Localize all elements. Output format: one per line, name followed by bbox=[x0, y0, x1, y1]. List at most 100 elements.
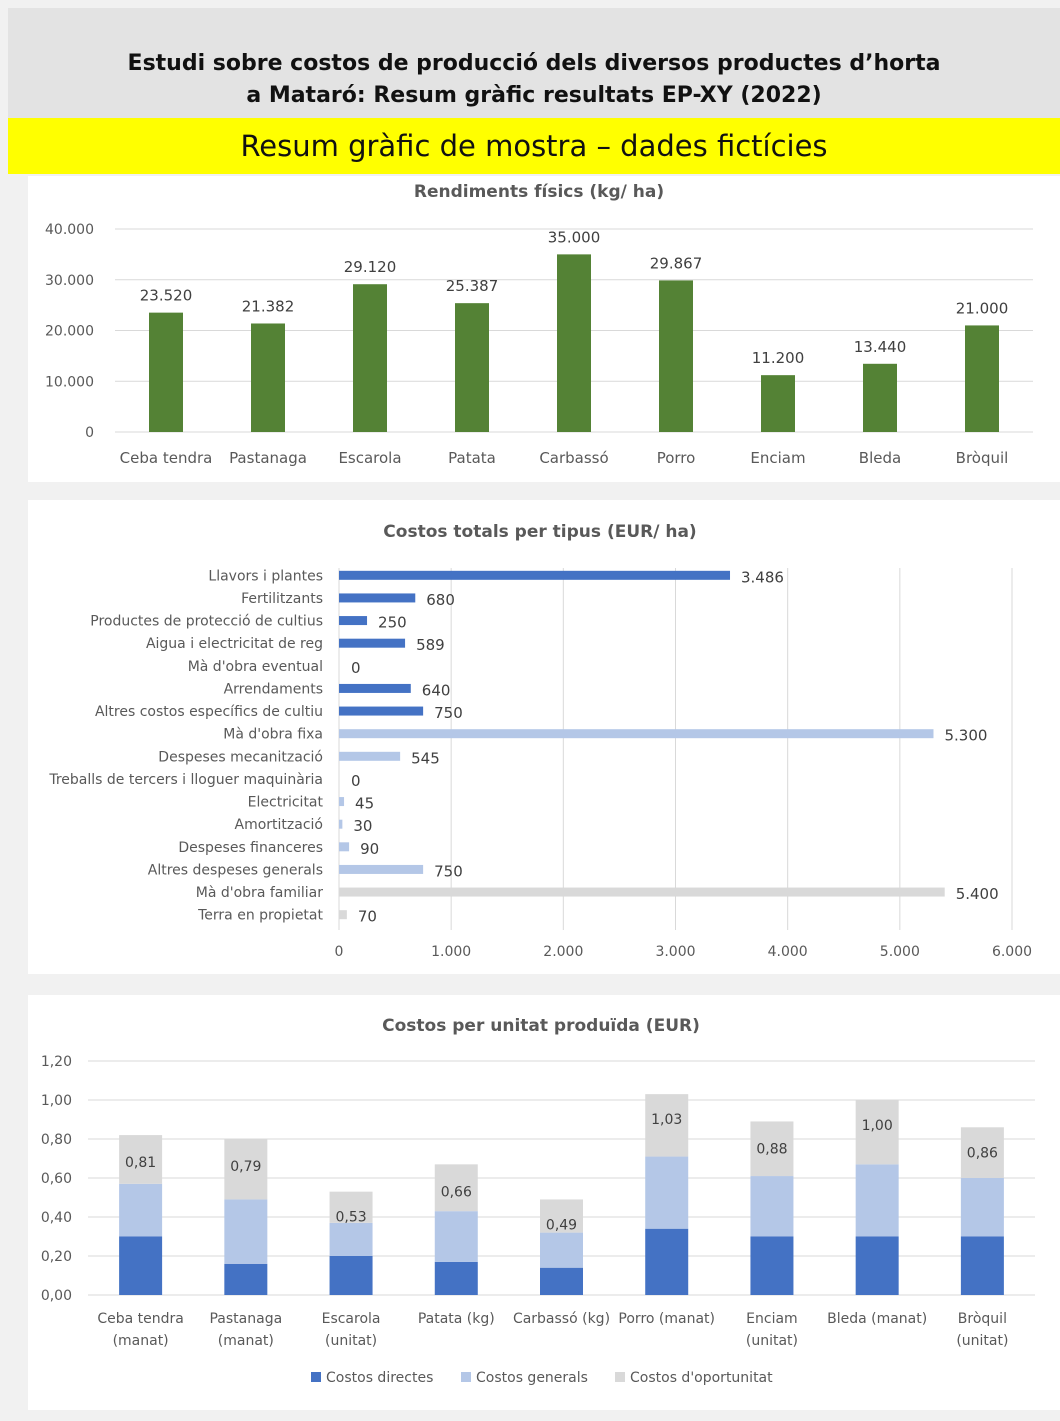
x-tick-label: Ceba tendra bbox=[97, 1311, 184, 1327]
data-label: 680 bbox=[426, 591, 455, 609]
bar bbox=[339, 819, 343, 829]
data-label: 29.120 bbox=[344, 258, 397, 276]
y-tick-label: Aigua i electricitat de reg bbox=[146, 636, 323, 652]
x-tick-label: Bleda bbox=[859, 449, 901, 467]
chart-title: Rendiments físics (kg/ ha) bbox=[414, 182, 664, 202]
y-tick-label: Despeses financeres bbox=[178, 840, 323, 856]
x-tick-label: 2.000 bbox=[543, 944, 583, 960]
x-tick-label: (unitat) bbox=[325, 1333, 377, 1349]
y-tick-label: Terra en propietat bbox=[197, 908, 323, 924]
x-tick-label: 5.000 bbox=[880, 944, 920, 960]
y-tick-label: 0,40 bbox=[41, 1210, 72, 1226]
x-tick-label: 1.000 bbox=[431, 944, 471, 960]
stack-segment bbox=[960, 1127, 1004, 1178]
x-tick-label: Bleda (manat) bbox=[827, 1311, 927, 1327]
y-tick-label: 20.000 bbox=[45, 324, 94, 340]
x-tick-label: 3.000 bbox=[655, 944, 695, 960]
data-label: 0 bbox=[351, 659, 361, 677]
data-label: 45 bbox=[355, 795, 374, 813]
data-label: 589 bbox=[416, 636, 445, 654]
bar bbox=[339, 887, 945, 897]
total-label: 0,49 bbox=[546, 1217, 577, 1233]
bar bbox=[761, 375, 795, 432]
report-title-line-1: Estudi sobre costos de producció dels di… bbox=[127, 51, 941, 76]
banner-text: Resum gràfic de mostra – dades fictícies bbox=[240, 129, 828, 163]
x-tick-label: Porro (manat) bbox=[618, 1311, 715, 1327]
y-tick-label: 40.000 bbox=[45, 222, 94, 238]
data-label: 13.440 bbox=[854, 338, 907, 356]
y-tick-label: Arrendaments bbox=[224, 681, 323, 697]
unit-costs-chart: Costos per unitat produïda (EUR) 0,00 0,20… bbox=[41, 1016, 1035, 1386]
data-label: 70 bbox=[358, 908, 377, 926]
y-tick-label: Altres costos específics de cultiu bbox=[95, 704, 323, 720]
y-tick-label: Llavors i plantes bbox=[208, 568, 323, 584]
stack-segment bbox=[960, 1178, 1004, 1237]
stack-segment bbox=[119, 1183, 163, 1237]
y-tick-label: Electricitat bbox=[248, 795, 324, 811]
report-title-line-2: a Mataró: Resum gràfic resultats EP-XY (… bbox=[246, 83, 822, 108]
y-tick-label: Treballs de tercers i lloguer maquinària bbox=[48, 772, 323, 788]
stack-segment bbox=[645, 1228, 689, 1295]
data-label: 640 bbox=[422, 681, 451, 699]
yield-chart: Rendiments físics (kg/ ha) 0 10.000 20.000 3… bbox=[45, 182, 1033, 467]
data-label: 750 bbox=[434, 862, 463, 880]
x-tick-label: Patata bbox=[448, 449, 496, 467]
y-tick-label: Mà d'obra eventual bbox=[188, 659, 323, 675]
bar bbox=[339, 797, 345, 807]
bar bbox=[339, 842, 350, 852]
y-tick-label: 1,00 bbox=[41, 1093, 72, 1109]
y-tick-label: 1,20 bbox=[41, 1054, 72, 1070]
data-label: 0 bbox=[351, 772, 361, 790]
y-tick-label: Mà d'obra familiar bbox=[196, 885, 323, 901]
stack-segment bbox=[329, 1222, 373, 1256]
total-label: 0,86 bbox=[967, 1145, 998, 1161]
x-tick-label: Enciam bbox=[746, 1311, 798, 1327]
total-costs-chart-panel: Costos totals per tipus (EUR/ ha) 0 1.000 2… bbox=[28, 500, 1060, 974]
y-tick-label: Despeses mecanització bbox=[158, 749, 323, 765]
data-label: 250 bbox=[378, 614, 407, 632]
x-tick-label: Carbassó bbox=[539, 449, 608, 467]
legend-swatch bbox=[311, 1372, 321, 1382]
bar bbox=[339, 729, 934, 739]
bar bbox=[339, 864, 424, 874]
stack-segment bbox=[434, 1211, 478, 1262]
data-label: 21.000 bbox=[956, 299, 1009, 317]
x-tick-label: Bròquil bbox=[956, 449, 1009, 467]
legend-label: Costos directes bbox=[326, 1370, 433, 1386]
stack-segment bbox=[645, 1094, 689, 1157]
y-tick-label: Fertilitzants bbox=[241, 591, 323, 607]
y-tick-label: 0,80 bbox=[41, 1132, 72, 1148]
bar bbox=[659, 280, 693, 432]
y-tick-label: Mà d'obra fixa bbox=[223, 727, 323, 743]
data-label: 5.300 bbox=[944, 727, 987, 745]
bar bbox=[353, 284, 387, 432]
chart-title: Costos per unitat produïda (EUR) bbox=[382, 1016, 700, 1036]
data-label: 545 bbox=[411, 749, 440, 767]
bar bbox=[557, 254, 591, 432]
x-tick-label: 6.000 bbox=[992, 944, 1032, 960]
bar bbox=[339, 706, 424, 716]
total-label: 0,79 bbox=[230, 1159, 261, 1175]
x-tick-label: (manat) bbox=[113, 1333, 169, 1349]
data-label: 35.000 bbox=[548, 228, 601, 246]
stack-segment bbox=[540, 1267, 583, 1295]
y-tick-label: 0 bbox=[85, 425, 94, 441]
stack-segment bbox=[750, 1176, 794, 1237]
stack-segment bbox=[540, 1232, 583, 1268]
bar bbox=[339, 683, 411, 693]
stack-segment bbox=[960, 1236, 1004, 1295]
x-tick-label: Escarola bbox=[322, 1311, 381, 1327]
stack-segment bbox=[119, 1236, 163, 1295]
data-label: 21.382 bbox=[242, 297, 295, 315]
bar bbox=[339, 910, 347, 920]
x-tick-label: (unitat) bbox=[746, 1333, 798, 1349]
y-tick-label: Amortització bbox=[235, 817, 323, 833]
y-tick-label: 10.000 bbox=[45, 374, 94, 390]
stack-segment bbox=[224, 1263, 268, 1295]
y-tick-label: 30.000 bbox=[45, 273, 94, 289]
bar bbox=[339, 751, 401, 761]
data-label: 11.200 bbox=[752, 349, 805, 367]
stack-segment bbox=[645, 1156, 689, 1229]
bar bbox=[339, 638, 406, 648]
total-costs-chart: Costos totals per tipus (EUR/ ha) 0 1.000 2… bbox=[48, 522, 1032, 960]
